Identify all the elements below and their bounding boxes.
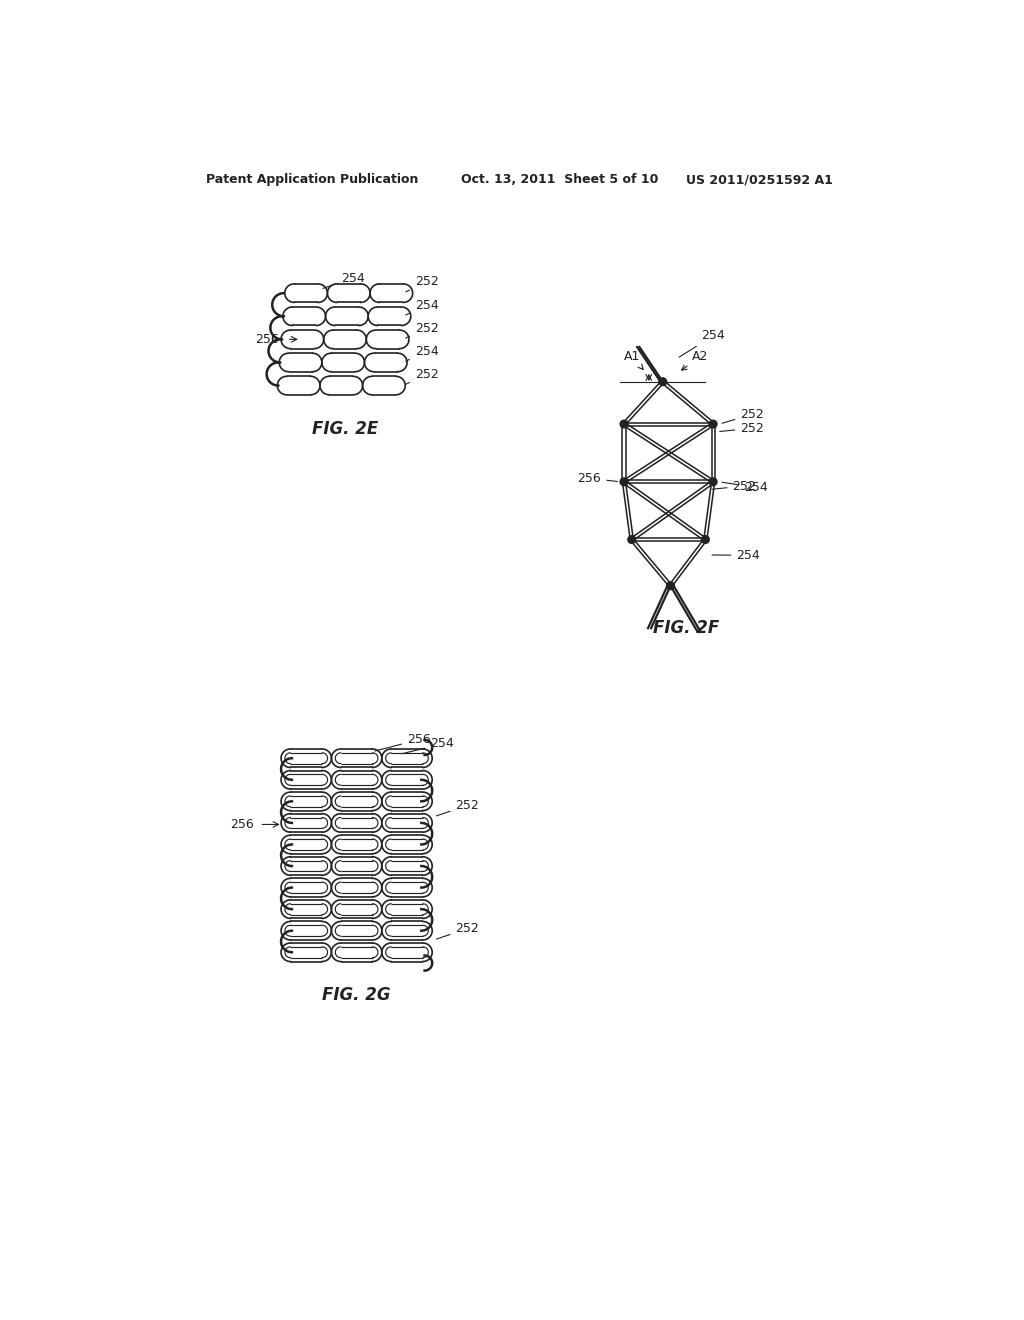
Circle shape [710, 478, 717, 486]
Text: 252: 252 [406, 276, 438, 292]
Text: 252: 252 [720, 422, 764, 434]
Circle shape [667, 582, 675, 590]
Text: FIG. 2G: FIG. 2G [323, 986, 391, 1003]
Text: 254: 254 [402, 738, 454, 754]
Text: 252: 252 [712, 479, 757, 492]
Text: 254: 254 [323, 272, 365, 288]
Text: 254: 254 [406, 345, 438, 362]
Text: FIG. 2E: FIG. 2E [312, 421, 378, 438]
Text: 252: 252 [436, 799, 479, 816]
Circle shape [621, 478, 628, 486]
Text: Oct. 13, 2011  Sheet 5 of 10: Oct. 13, 2011 Sheet 5 of 10 [461, 173, 658, 186]
Text: 252: 252 [436, 923, 479, 939]
Text: A2: A2 [682, 350, 709, 370]
Text: US 2011/0251592 A1: US 2011/0251592 A1 [686, 173, 833, 186]
Text: 254: 254 [406, 298, 438, 315]
Text: FIG. 2F: FIG. 2F [653, 619, 719, 638]
Circle shape [710, 420, 717, 428]
Text: 254: 254 [679, 330, 725, 358]
Circle shape [658, 378, 667, 385]
Text: 252: 252 [406, 368, 438, 384]
Circle shape [628, 536, 636, 544]
Circle shape [621, 420, 628, 428]
Text: 252: 252 [406, 322, 438, 338]
Text: 256: 256 [255, 333, 280, 346]
Text: A1: A1 [624, 350, 643, 370]
Text: 256: 256 [578, 471, 617, 484]
Text: 252: 252 [722, 408, 764, 424]
Text: 256: 256 [375, 733, 431, 751]
Circle shape [701, 536, 710, 544]
Text: 254: 254 [712, 549, 760, 562]
Text: 254: 254 [722, 480, 768, 494]
Text: Patent Application Publication: Patent Application Publication [206, 173, 418, 186]
Text: 256: 256 [230, 818, 254, 832]
